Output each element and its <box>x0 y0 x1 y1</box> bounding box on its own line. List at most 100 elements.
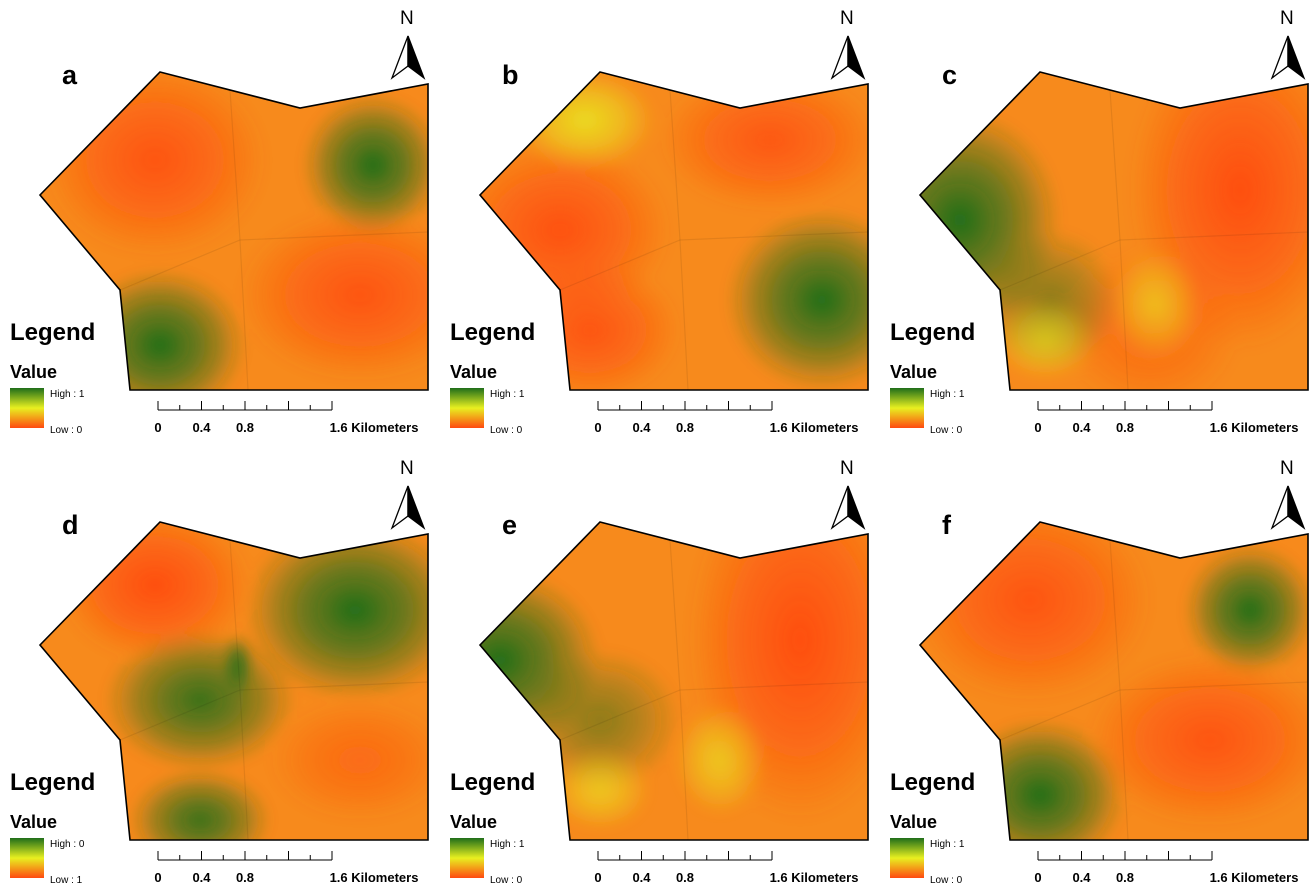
north-arrow-icon <box>1270 485 1306 530</box>
high-value-zone <box>727 210 868 390</box>
legend-high-label: High : 1 <box>490 389 525 400</box>
legend-low-label: Low : 0 <box>490 425 523 436</box>
mid-value-zone <box>675 705 765 815</box>
study-area-outline <box>478 71 869 391</box>
legend-low-label: Low : 0 <box>930 875 963 886</box>
legend: Legend Value High : 1 Low : 0 <box>890 769 975 886</box>
legend-color-ramp <box>10 388 44 428</box>
north-label: N <box>840 8 854 29</box>
north-arrow-icon <box>1270 35 1306 80</box>
legend-value-title: Value <box>450 362 497 382</box>
high-value-zone <box>955 720 1125 840</box>
scale-label: 0.8 <box>676 420 694 435</box>
north-label: N <box>400 8 414 29</box>
high-value-zone <box>1185 545 1308 675</box>
legend-high-label: High : 1 <box>490 839 525 850</box>
map-panel-a: a N Legend Value High : 1 Low : 0 0 0.4 0.8 1.6 K… <box>10 8 429 436</box>
legend-high-label: High : 0 <box>50 839 85 850</box>
map-panel-b: b N Legend Value High : 1 Low : 0 0 0.4 0.8 1.6 K… <box>450 8 869 436</box>
scale-label: 1.6 Kilometers <box>330 870 419 885</box>
low-value-zone <box>660 72 868 210</box>
legend-value-title: Value <box>890 812 937 832</box>
scale-label: 0.8 <box>1116 420 1134 435</box>
low-value-zone <box>1090 655 1308 825</box>
legend-low-label: Low : 1 <box>50 875 83 886</box>
legend-color-ramp <box>450 838 484 878</box>
high-value-zone <box>105 630 295 770</box>
scale-bar: 0 0.4 0.8 1.6 Kilometers <box>1034 851 1298 885</box>
north-arrow-icon <box>830 485 866 530</box>
legend: Legend Value High : 1 Low : 0 <box>450 319 535 436</box>
mid-value-zone <box>1110 250 1200 360</box>
north-label: N <box>1280 458 1294 479</box>
legend-low-label: Low : 0 <box>50 425 83 436</box>
north-arrow-icon <box>390 35 426 80</box>
legend-value-title: Value <box>10 812 57 832</box>
scale-label: 0 <box>1034 870 1041 885</box>
legend-color-ramp <box>450 388 484 428</box>
legend-title: Legend <box>890 319 975 346</box>
scale-label: 0 <box>154 420 161 435</box>
panel-letter: f <box>942 510 952 540</box>
scale-label: 0.8 <box>1116 870 1134 885</box>
legend-title: Legend <box>10 319 95 346</box>
scale-label: 0 <box>1034 420 1041 435</box>
legend: Legend Value High : 1 Low : 0 <box>890 319 975 436</box>
panel-letter: e <box>502 510 517 540</box>
scale-label: 1.6 Kilometers <box>330 420 419 435</box>
legend-title: Legend <box>450 769 535 796</box>
legend-value-title: Value <box>450 812 497 832</box>
high-value-zone <box>245 522 428 700</box>
scale-bar: 0 0.4 0.8 1.6 Kilometers <box>594 851 858 885</box>
legend-title: Legend <box>450 319 535 346</box>
legend-title: Legend <box>890 769 975 796</box>
mid-value-zone <box>515 72 655 170</box>
panel-letter: a <box>62 60 78 90</box>
high-value-zone <box>75 270 245 390</box>
panel-letter: b <box>502 60 519 90</box>
scale-label: 0 <box>594 870 601 885</box>
legend-low-label: Low : 0 <box>930 425 963 436</box>
scale-label: 0.4 <box>1072 420 1091 435</box>
scale-label: 0.8 <box>236 870 254 885</box>
scale-label: 0 <box>594 420 601 435</box>
scale-label: 1.6 Kilometers <box>770 870 859 885</box>
scale-label: 0.8 <box>236 420 254 435</box>
scale-label: 0.8 <box>676 870 694 885</box>
study-area-outline <box>38 71 429 391</box>
low-value-zone <box>270 700 428 820</box>
legend-color-ramp <box>10 838 44 878</box>
scale-label: 0.4 <box>192 870 211 885</box>
map-panel-e: e N Legend Value High : 1 Low : 0 0 0.4 0.8 1.6 K… <box>450 458 869 886</box>
scale-label: 0.4 <box>192 420 211 435</box>
scale-label: 0 <box>154 870 161 885</box>
north-label: N <box>400 458 414 479</box>
legend-low-label: Low : 0 <box>490 875 523 886</box>
north-arrow-icon <box>830 35 866 80</box>
scale-label: 0.4 <box>632 870 651 885</box>
study-area-outline <box>918 521 1309 841</box>
study-area-outline <box>38 521 429 841</box>
mid-value-zone <box>550 750 650 830</box>
panel-letter: c <box>942 60 957 90</box>
legend-value-title: Value <box>10 362 57 382</box>
scale-label: 0.4 <box>632 420 651 435</box>
low-value-zone <box>240 210 428 380</box>
mid-value-zone <box>995 300 1095 380</box>
high-value-zone <box>130 770 270 840</box>
high-value-zone <box>224 635 252 695</box>
scale-label: 1.6 Kilometers <box>1210 870 1299 885</box>
map-panel-d: d N Legend Value High : 0 Low : 1 0 0.4 0.8 1.6 K… <box>10 458 429 886</box>
north-label: N <box>1280 8 1294 29</box>
legend-high-label: High : 1 <box>50 389 85 400</box>
north-label: N <box>840 458 854 479</box>
scale-label: 1.6 Kilometers <box>1210 420 1299 435</box>
map-panel-c: c N Legend Value High : 1 Low : 0 0 0.4 0.8 1.6 K… <box>890 8 1309 436</box>
panel-letter: d <box>62 510 79 540</box>
legend-value-title: Value <box>890 362 937 382</box>
legend: Legend Value High : 1 Low : 0 <box>450 769 535 886</box>
legend-high-label: High : 1 <box>930 389 965 400</box>
low-value-zone <box>45 72 265 255</box>
legend: Legend Value High : 1 Low : 0 <box>10 319 95 436</box>
